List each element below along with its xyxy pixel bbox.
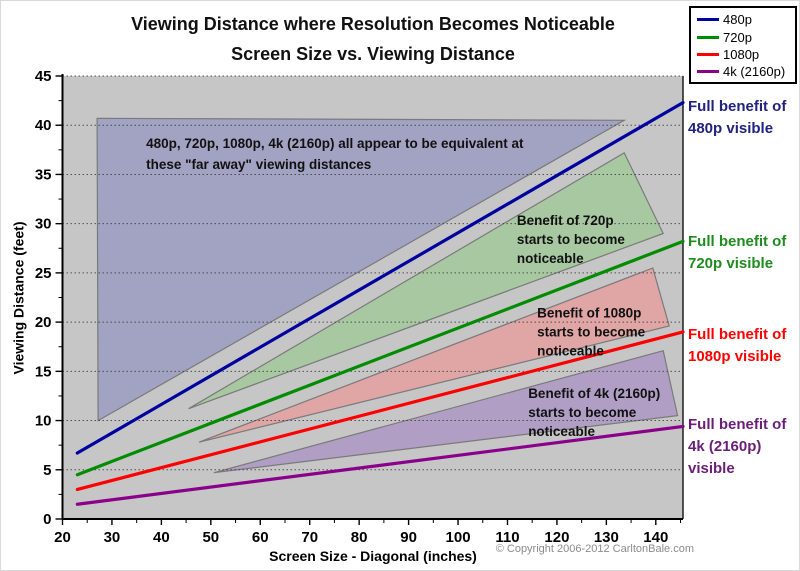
legend-label-4k: 4k (2160p) xyxy=(723,64,786,80)
legend-item-4k: 4k (2160p) xyxy=(697,63,795,80)
annotation-4k: Benefit of 4k (2160p) starts to become not… xyxy=(528,386,660,439)
y-tick-label-40: 40 xyxy=(35,117,52,134)
chart-title-line1: Viewing Distance where Resolution Become… xyxy=(131,14,615,34)
y-tick-label-30: 30 xyxy=(35,216,52,233)
side-label-4k-line: visible xyxy=(688,460,735,477)
legend-item-720p: 720p xyxy=(697,28,795,45)
y-axis-title: Viewing Distance (feet) xyxy=(10,220,27,375)
y-tick-label-20: 20 xyxy=(35,314,52,331)
x-tick-label-40: 40 xyxy=(153,529,170,546)
y-axis-title-wrap: Viewing Distance (feet) xyxy=(1,76,35,519)
annotation-4k-line: noticeable xyxy=(528,424,595,439)
series-line-720p xyxy=(75,239,685,477)
annotation-1080p-line: noticeable xyxy=(537,343,604,358)
side-label-480p-line: 480p visible xyxy=(688,120,774,137)
annotation-720p-line: noticeable xyxy=(517,251,584,266)
legend-label-480p: 480p xyxy=(723,12,752,28)
legend-swatch-480p xyxy=(697,18,719,22)
annotation-1080p: Benefit of 1080p starts to become noticeab… xyxy=(537,305,646,358)
copyright-text: © Copyright 2006-2012 CarltonBale.com xyxy=(495,543,694,555)
y-tick-label-0: 0 xyxy=(43,511,51,528)
x-tick-label-90: 90 xyxy=(400,529,417,546)
side-label-1080p-line: 1080p visible xyxy=(688,348,782,365)
x-tick-label-130: 130 xyxy=(594,529,619,546)
legend-item-1080p: 1080p xyxy=(697,46,795,63)
region-1080p-benefit xyxy=(198,267,670,443)
side-label-480p-line: Full benefit of xyxy=(688,98,787,115)
annotation-1080p-line: starts to become xyxy=(537,324,646,339)
y-tick-label-10: 10 xyxy=(35,413,52,430)
annotation-1080p-line: Benefit of 1080p xyxy=(537,305,641,320)
region-720p-benefit xyxy=(188,151,665,410)
legend-swatch-4k xyxy=(697,70,719,74)
legend-swatch-720p xyxy=(697,35,719,39)
y-tick-label-35: 35 xyxy=(35,166,52,183)
side-label-720p: Full benefit of 720p visible xyxy=(688,231,799,275)
legend-swatch-1080p xyxy=(697,52,719,56)
x-tick-label-20: 20 xyxy=(54,529,71,546)
side-label-1080p: Full benefit of 1080p visible xyxy=(688,324,799,368)
annotation-equivalent-line: these "far away" viewing distances xyxy=(146,157,371,172)
side-label-480p: Full benefit of 480p visible xyxy=(688,96,799,140)
x-tick-label-70: 70 xyxy=(301,529,318,546)
annotation-4k-line: starts to become xyxy=(528,405,637,420)
x-tick-label-110: 110 xyxy=(495,529,519,546)
y-tick-label-25: 25 xyxy=(35,265,52,282)
annotation-720p-line: Benefit of 720p xyxy=(517,213,614,228)
side-label-720p-line: Full benefit of xyxy=(688,233,787,250)
y-tick-label-45: 45 xyxy=(35,68,52,85)
annotation-equivalent: 480p, 720p, 1080p, 4k (2160p) all appear… xyxy=(146,136,524,172)
x-tick-label-30: 30 xyxy=(104,529,121,546)
x-tick-label-80: 80 xyxy=(351,529,368,546)
series-line-1080p xyxy=(75,330,685,492)
y-tick-label-15: 15 xyxy=(35,363,52,380)
annotation-720p-line: starts to become xyxy=(517,232,626,247)
legend-label-1080p: 1080p xyxy=(723,46,760,62)
side-label-720p-line: 720p visible xyxy=(688,255,774,272)
x-tick-label-140: 140 xyxy=(643,529,668,546)
side-label-4k: Full benefit of 4k (2160p) visible xyxy=(688,414,799,480)
x-tick-label-120: 120 xyxy=(544,529,569,546)
x-tick-label-100: 100 xyxy=(446,529,471,546)
side-label-4k-line: Full benefit of xyxy=(688,416,787,433)
x-axis-title: Screen Size - Diagonal (inches) xyxy=(269,548,477,564)
region-480p-equivalent xyxy=(96,117,627,422)
annotation-4k-line: Benefit of 4k (2160p) xyxy=(528,386,660,401)
chart-title-line2: Screen Size vs. Viewing Distance xyxy=(231,44,515,64)
series-line-480p xyxy=(75,100,685,455)
region-4k-benefit xyxy=(213,349,679,474)
y-tick-label-5: 5 xyxy=(43,462,51,479)
x-tick-label-60: 60 xyxy=(252,529,269,546)
side-label-4k-line: 4k (2160p) xyxy=(688,438,762,455)
annotation-720p: Benefit of 720p starts to become noticeabl… xyxy=(517,213,626,266)
legend-item-480p: 480p xyxy=(697,11,795,28)
legend: 480p 720p 1080p 4k (2160p) xyxy=(689,6,797,84)
series-line-4k-2160p- xyxy=(75,424,685,506)
side-label-1080p-line: Full benefit of xyxy=(688,326,787,343)
chart-title: Viewing Distance where Resolution Become… xyxy=(93,9,653,69)
legend-label-720p: 720p xyxy=(723,29,752,45)
x-tick-label-50: 50 xyxy=(202,529,219,546)
annotation-equivalent-line: 480p, 720p, 1080p, 4k (2160p) all appear… xyxy=(146,136,524,151)
